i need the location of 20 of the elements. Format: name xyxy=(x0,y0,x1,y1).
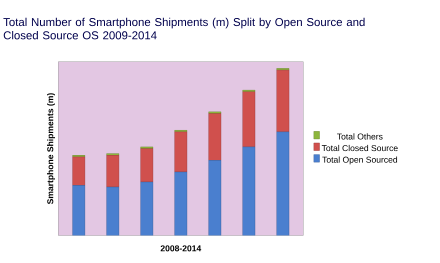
x-axis-title: 2008-2014 xyxy=(160,245,202,252)
bar xyxy=(276,132,290,236)
bar xyxy=(174,172,188,236)
bar xyxy=(174,132,188,172)
legend-label: Total Closed Source xyxy=(322,144,398,152)
bar xyxy=(208,113,222,160)
bar xyxy=(276,70,290,132)
bar xyxy=(208,160,222,236)
legend-label: Total Others xyxy=(337,133,383,140)
bar xyxy=(242,146,256,236)
chart-title: Total Number of Smartphone Shipments (m) Split by Open Source and Closed Source OS 2009-2014 xyxy=(3,18,365,40)
bar xyxy=(72,185,86,236)
bar xyxy=(72,156,86,186)
bar xyxy=(106,186,120,236)
bar xyxy=(140,182,154,236)
bar xyxy=(140,148,154,182)
legend-label: Total Open Sourced xyxy=(322,156,398,164)
bar xyxy=(242,92,256,148)
bar xyxy=(106,155,120,188)
y-axis-title: Smartphone Shipments (m) xyxy=(47,93,55,204)
